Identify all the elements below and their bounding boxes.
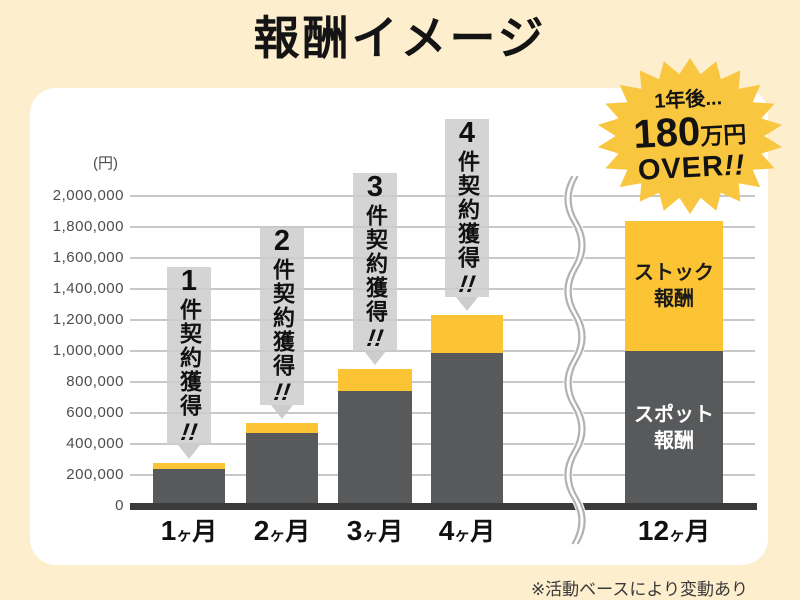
one-year-badge: 1年後... 180万円 OVER!! xyxy=(593,54,787,218)
callout-box: 3 件契約獲得!! xyxy=(353,170,397,352)
x-label-small: ヶ xyxy=(269,527,286,544)
y-axis-tick-label: 1,000,000 xyxy=(52,342,124,359)
callout-box: 1 件契約獲得!! xyxy=(167,264,211,446)
callout-number: 4 xyxy=(458,117,476,150)
x-axis-label: 12ヶ月 xyxy=(609,512,739,548)
callout-box: 4 件契約獲得!! xyxy=(445,117,489,299)
callout-box: 2 件契約獲得!! xyxy=(260,225,304,407)
y-axis-tick-label: 0 xyxy=(115,497,124,514)
x-label-kanji: 月 xyxy=(285,518,311,546)
bar-group: ストック報酬 スポット報酬 xyxy=(625,220,723,506)
x-axis-line xyxy=(130,503,757,510)
x-label-number: 4 xyxy=(438,515,455,546)
badge-amount: 180 xyxy=(632,109,702,157)
x-axis-label: 3ヶ月 xyxy=(310,512,440,548)
callout-bubble: 4 件契約獲得!! xyxy=(445,117,489,312)
y-axis-tick-label: 800,000 xyxy=(66,373,124,390)
gridline xyxy=(130,257,755,259)
callout-bang: !! xyxy=(457,271,477,299)
x-label-kanji: 月 xyxy=(192,518,218,546)
callout-arrow-icon xyxy=(456,297,478,312)
x-label-kanji: 月 xyxy=(470,518,496,546)
callout-bubble: 1 件契約獲得!! xyxy=(167,264,211,459)
x-label-number: 1 xyxy=(160,515,177,546)
bar-segment-spot: スポット報酬 xyxy=(625,350,723,506)
x-label-small: ヶ xyxy=(669,527,686,544)
bar-group xyxy=(338,368,412,506)
badge-unit: 万円 xyxy=(699,120,748,150)
spot-reward-label: スポット報酬 xyxy=(634,404,714,453)
page-title: 報酬イメージ xyxy=(253,12,547,64)
bar-segment-spot xyxy=(246,433,318,506)
x-axis-label: 1ヶ月 xyxy=(124,512,254,548)
x-label-small: ヶ xyxy=(362,527,379,544)
bar-segment-stock xyxy=(431,315,503,353)
badge-line3: OVER!! xyxy=(637,148,747,187)
callout-bang: !! xyxy=(365,324,385,352)
callout-text: 件契約獲得 xyxy=(177,297,202,418)
x-label-number: 3 xyxy=(346,515,363,546)
callout-bang: !! xyxy=(272,379,292,407)
bar-segment-stock xyxy=(246,423,318,434)
callout-bubble: 3 件契約獲得!! xyxy=(353,170,397,365)
y-axis-tick-label: 400,000 xyxy=(66,435,124,452)
bar-group xyxy=(153,462,225,506)
callout-text: 件契約獲得 xyxy=(363,203,388,324)
gridline xyxy=(130,288,755,290)
callout-bubble: 2 件契約獲得!! xyxy=(260,225,304,420)
x-label-small: ヶ xyxy=(176,527,193,544)
y-axis-tick-label: 1,600,000 xyxy=(52,249,124,266)
bar-segment-stock: ストック報酬 xyxy=(625,220,723,351)
y-axis-tick-label: 1,200,000 xyxy=(52,311,124,328)
callout-arrow-icon xyxy=(271,405,293,420)
x-axis-label: 2ヶ月 xyxy=(217,512,347,548)
bar-segment-spot xyxy=(153,468,225,506)
callout-text: 件契約獲得 xyxy=(270,258,295,379)
callout-bang: !! xyxy=(179,418,199,446)
bar-segment-stock xyxy=(153,462,225,469)
callout-number: 3 xyxy=(366,170,384,203)
y-axis-tick-label: 1,800,000 xyxy=(52,218,124,235)
badge-line2: 180万円 xyxy=(632,108,747,156)
gridline xyxy=(130,226,755,228)
x-label-number: 2 xyxy=(253,515,270,546)
bar-segment-spot xyxy=(431,352,503,506)
badge-over-text: OVER xyxy=(637,150,725,187)
bar-group xyxy=(246,423,318,506)
y-axis-tick-label: 600,000 xyxy=(66,404,124,421)
y-axis-tick-label: 200,000 xyxy=(66,466,124,483)
axis-break-squiggle xyxy=(563,176,587,547)
callout-arrow-icon xyxy=(364,350,386,365)
badge-bang: !! xyxy=(723,148,747,183)
bar-group xyxy=(431,315,503,506)
x-label-small: ヶ xyxy=(454,527,471,544)
x-axis-label: 4ヶ月 xyxy=(402,512,532,548)
callout-number: 2 xyxy=(273,225,291,258)
badge-text: 1年後... 180万円 OVER!! xyxy=(589,49,791,223)
x-label-number: 12 xyxy=(637,515,670,546)
starburst-icon xyxy=(597,58,783,214)
callout-number: 1 xyxy=(180,264,198,297)
x-label-kanji: 月 xyxy=(685,518,711,546)
callout-text: 件契約獲得 xyxy=(455,150,480,271)
y-axis-tick-label: 1,400,000 xyxy=(52,280,124,297)
bar-segment-spot xyxy=(338,391,412,506)
y-axis-unit-label: (円) xyxy=(93,155,118,172)
stock-reward-label: ストック報酬 xyxy=(634,261,714,310)
y-axis-tick-label: 2,000,000 xyxy=(52,187,124,204)
gridline xyxy=(130,195,755,197)
x-label-kanji: 月 xyxy=(378,518,404,546)
callout-arrow-icon xyxy=(178,444,200,459)
bar-segment-stock xyxy=(338,368,412,392)
footnote: ※活動ベースにより変動あり xyxy=(530,580,748,599)
